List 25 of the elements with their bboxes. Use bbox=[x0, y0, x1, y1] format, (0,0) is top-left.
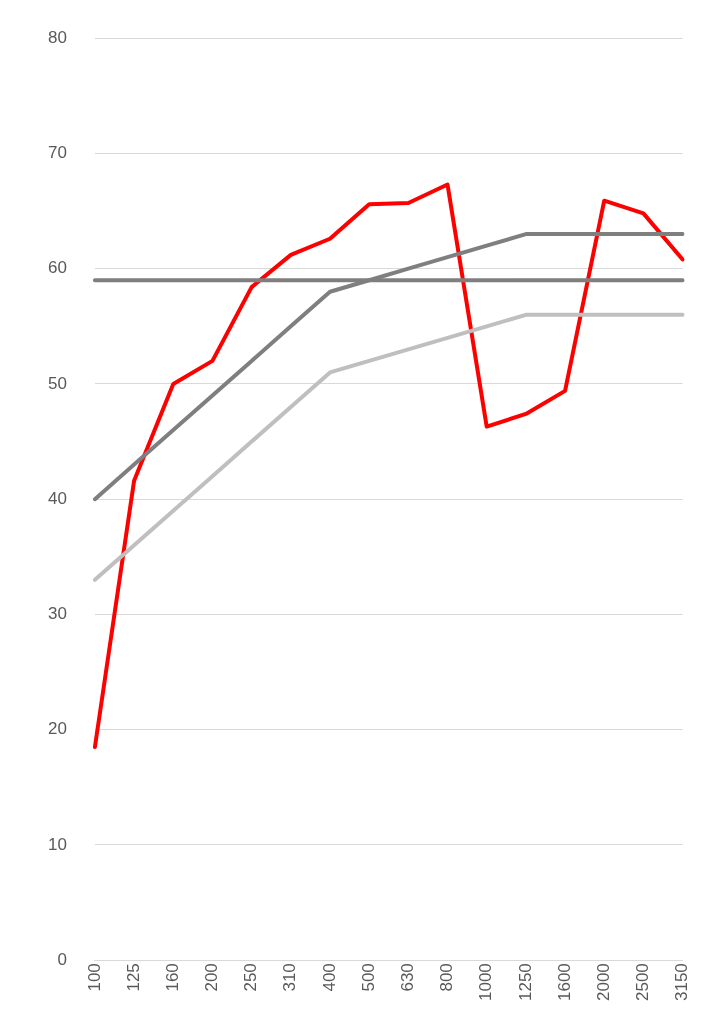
x-tick-label: 250 bbox=[241, 963, 261, 992]
x-tick-label: 1250 bbox=[515, 963, 535, 1002]
x-tick-label: 630 bbox=[398, 963, 418, 992]
x-tick-label: 2000 bbox=[593, 963, 613, 1002]
y-tick-label: 20 bbox=[47, 719, 67, 739]
y-tick-label: 30 bbox=[47, 604, 67, 624]
x-tick-label: 125 bbox=[123, 963, 143, 992]
x-tick-label: 1000 bbox=[476, 963, 496, 1002]
x-tick-label: 160 bbox=[162, 963, 182, 992]
x-tick-label: 310 bbox=[280, 963, 300, 992]
y-tick-label: 50 bbox=[47, 373, 67, 393]
y-tick-label: 80 bbox=[47, 27, 67, 47]
x-tick-label: 3150 bbox=[672, 963, 692, 1002]
y-tick-label: 70 bbox=[47, 143, 67, 163]
x-tick-label: 200 bbox=[202, 963, 222, 992]
x-tick-label: 100 bbox=[84, 963, 104, 992]
y-tick-label: 0 bbox=[57, 949, 67, 969]
y-tick-label: 60 bbox=[47, 258, 67, 278]
y-tick-label: 10 bbox=[47, 834, 67, 854]
x-tick-label: 400 bbox=[319, 963, 339, 992]
x-tick-label: 500 bbox=[358, 963, 378, 992]
y-tick-label: 40 bbox=[47, 488, 67, 508]
x-tick-label: 800 bbox=[437, 963, 457, 992]
x-tick-label: 1600 bbox=[554, 963, 574, 1002]
x-tick-label: 2500 bbox=[633, 963, 653, 1002]
